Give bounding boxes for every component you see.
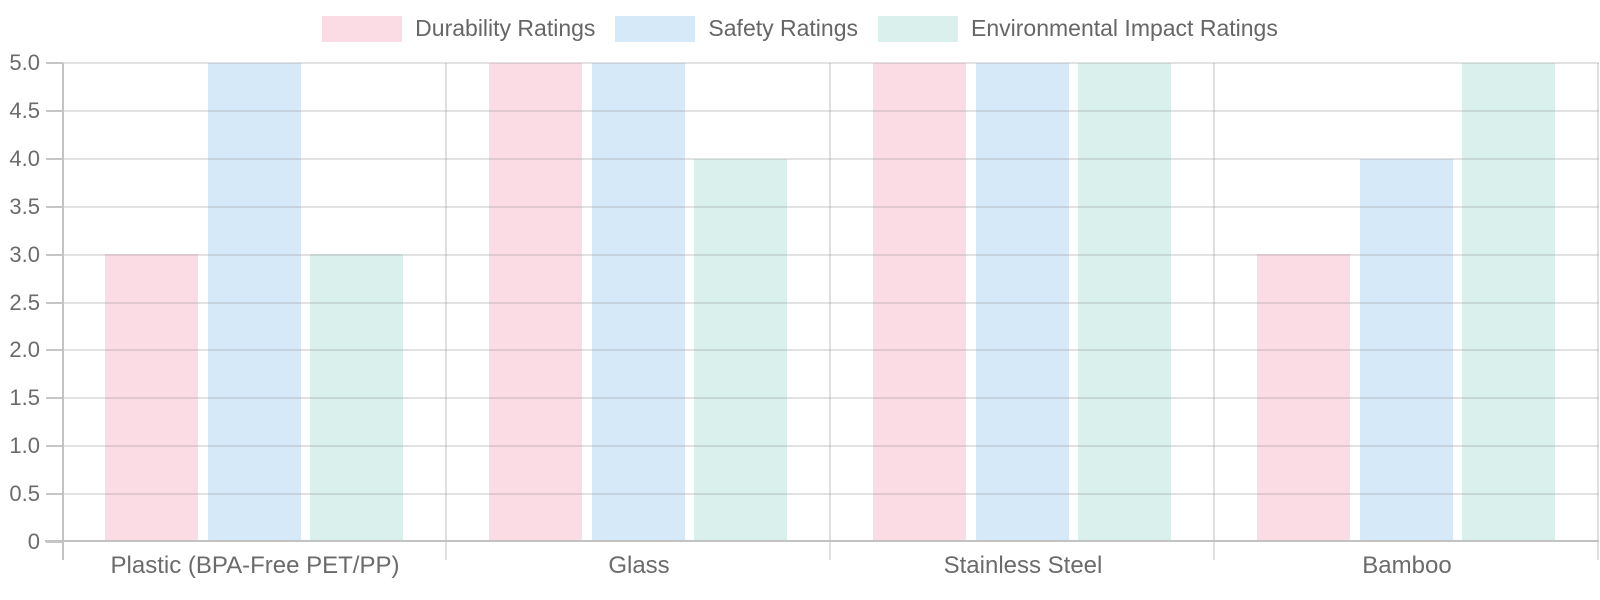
y-axis-tick [46,109,63,112]
gridline [63,109,1599,112]
bar-safety-ratings-stainless-steel[interactable] [975,63,1069,541]
y-axis-tick [46,541,63,543]
y-tick-label-4.0: 4.0 [9,145,40,171]
bar-environmental-impact-ratings-bamboo[interactable] [1461,63,1555,541]
y-tick-label-2.0: 2.0 [9,337,40,363]
bar-durability-ratings-plastic-bpa-free-pet-pp[interactable] [105,254,198,541]
x-axis-label-glass: Glass [608,552,670,579]
bar-safety-ratings-glass[interactable] [591,63,685,541]
y-tick-label-3.0: 3.0 [9,241,40,267]
y-axis-tick [46,253,63,256]
bar-environmental-impact-ratings-plastic-bpa-free-pet-pp[interactable] [309,254,403,541]
legend-label-environmental: Environmental Impact Ratings [971,15,1278,41]
bar-durability-ratings-bamboo[interactable] [1257,254,1350,541]
y-axis-line [62,63,64,560]
y-axis-tick [46,205,63,208]
y-tick-label-3.5: 3.5 [9,193,40,219]
category-separator [1597,63,1599,560]
gridline [63,445,1599,448]
x-axis-label-stainless-steel: Stainless Steel [943,552,1103,579]
y-axis-tick [46,157,63,160]
legend-label-safety: Safety Ratings [708,15,859,41]
y-axis-tick [46,62,63,64]
y-axis-tick [46,397,63,400]
y-tick-label-5.0: 5.0 [9,50,40,75]
legend-swatch-safety [615,15,696,42]
legend: Durability Ratings Safety Ratings Enviro… [0,15,1600,42]
gridline [63,62,1599,64]
legend-swatch-durability [322,15,403,42]
x-axis-label-bamboo: Bamboo [1362,552,1452,579]
y-axis-tick [46,493,63,496]
gridline [63,301,1599,304]
y-axis-tick [46,445,63,448]
bar-durability-ratings-glass[interactable] [489,63,582,541]
x-axis-label-plastic-bpa-free-pet-pp: Plastic (BPA-Free PET/PP) [110,552,400,579]
y-axis-tick [46,349,63,352]
gridline [63,493,1599,496]
y-tick-label-4.5: 4.5 [9,97,40,123]
bar-safety-ratings-plastic-bpa-free-pet-pp[interactable] [207,63,301,541]
y-tick-label-1.5: 1.5 [9,385,40,411]
y-axis-tick [46,301,63,304]
y-tick-label-0.5: 0.5 [9,481,40,507]
legend-item-environmental[interactable]: Environmental Impact Ratings [878,15,1278,42]
bar-environmental-impact-ratings-glass[interactable] [693,158,787,541]
gridline [63,157,1599,160]
gridline [63,205,1599,208]
legend-swatch-environmental [878,15,959,42]
legend-item-durability[interactable]: Durability Ratings [322,15,595,42]
bar-safety-ratings-bamboo[interactable] [1359,158,1453,541]
y-tick-label-1.0: 1.0 [9,433,40,459]
gridline [63,253,1599,256]
plot-area [45,62,1599,560]
y-tick-label-2.5: 2.5 [9,289,40,315]
gridline [63,349,1599,352]
x-axis-labels: Plastic (BPA-Free PET/PP) Glass Stainless … [63,552,1599,586]
y-axis-labels: 5.0 4.5 4.0 3.5 3.0 2.5 2.0 1.5 1.0 0.5 0 [0,50,40,554]
y-tick-label-0: 0 [27,529,40,554]
category-separator [1213,63,1215,560]
gridline [63,397,1599,400]
bar-durability-ratings-stainless-steel[interactable] [873,63,966,541]
category-separator [829,63,831,560]
category-separator [445,63,447,560]
x-axis-line [45,540,1599,542]
bar-environmental-impact-ratings-stainless-steel[interactable] [1077,63,1171,541]
legend-item-safety[interactable]: Safety Ratings [615,15,858,42]
legend-label-durability: Durability Ratings [415,15,596,41]
